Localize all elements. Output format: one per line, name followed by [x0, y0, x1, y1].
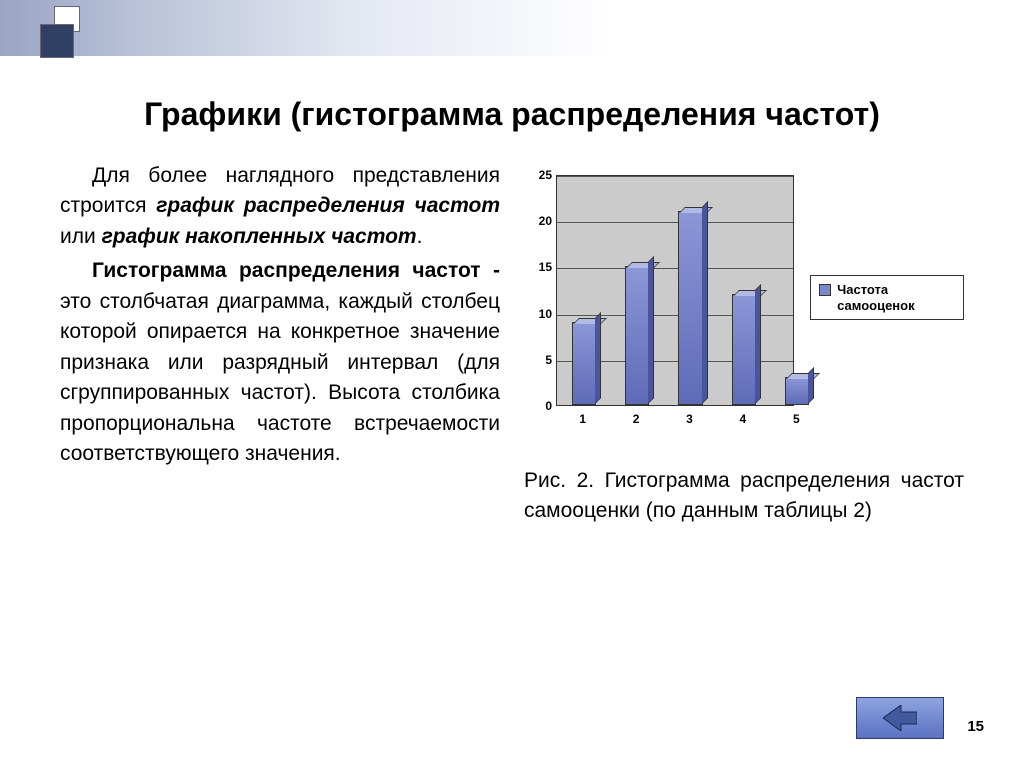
- bar: [732, 294, 756, 405]
- prev-button[interactable]: [856, 697, 944, 739]
- y-tick-label: 20: [526, 214, 552, 228]
- y-tick-label: 10: [526, 307, 552, 321]
- decor-square-dark: [40, 24, 74, 58]
- two-column-layout: Для более наглядного представления строи…: [60, 161, 964, 527]
- p1-text-c: или: [60, 225, 102, 248]
- legend-label: Частота самооценок: [837, 282, 955, 313]
- page-title: Графики (гистограмма распределения часто…: [60, 96, 964, 133]
- bar: [625, 266, 649, 405]
- x-tick-label: 3: [686, 412, 693, 426]
- paragraph-2: Гистограмма распределения частот - это с…: [60, 256, 500, 469]
- chart-column: 0 5 10 15 20 25 1 2 3 4 5 Частота самооценок Рис.…: [524, 161, 964, 527]
- chart-legend: Частота самооценок: [810, 275, 964, 320]
- legend-swatch: [819, 284, 831, 296]
- y-tick-label: 5: [526, 353, 552, 367]
- p1-text-e: .: [417, 225, 423, 248]
- figure-caption: Рис. 2. Гистограмма распределения частот…: [524, 466, 964, 527]
- y-tick-label: 15: [526, 260, 552, 274]
- x-tick-label: 5: [793, 412, 800, 426]
- bar: [572, 322, 596, 405]
- chart-with-legend: 0 5 10 15 20 25 1 2 3 4 5 Частота самооценок: [524, 165, 964, 430]
- page-number: 15: [967, 718, 984, 735]
- content-area: Графики (гистограмма распределения часто…: [0, 56, 1024, 527]
- arrow-left-icon: [883, 705, 917, 731]
- y-tick-label: 25: [526, 168, 552, 182]
- p1-em-b: график распределения частот: [156, 194, 500, 217]
- y-tick-label: 0: [526, 399, 552, 413]
- x-tick-label: 4: [740, 412, 747, 426]
- p1-em-d: график накопленных частот: [102, 225, 417, 248]
- plot-area: [556, 175, 794, 406]
- x-tick-label: 2: [633, 412, 640, 426]
- p2-bold-a: Гистограмма распределения частот -: [92, 259, 500, 282]
- x-tick-label: 1: [579, 412, 586, 426]
- paragraph-1: Для более наглядного представления строи…: [60, 161, 500, 252]
- histogram-chart: 0 5 10 15 20 25 1 2 3 4 5: [524, 165, 800, 430]
- text-column: Для более наглядного представления строи…: [60, 161, 500, 527]
- bar: [678, 211, 702, 405]
- bar: [785, 377, 809, 405]
- p2-text-b: это столбчатая диаграмма, каждый столбец…: [60, 290, 500, 465]
- header-gradient-bar: [0, 0, 1024, 56]
